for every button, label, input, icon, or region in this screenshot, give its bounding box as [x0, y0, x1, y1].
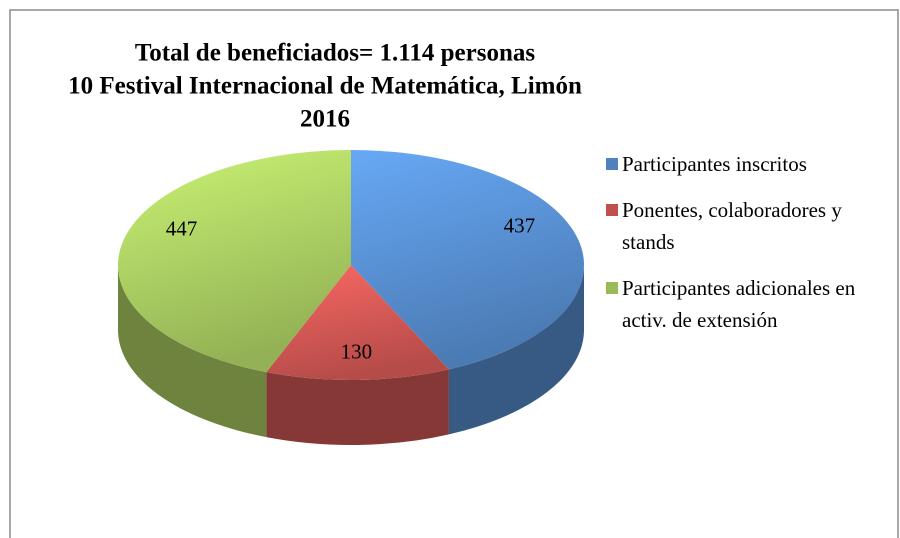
chart-title: 10 Festival Internacional de Matemática,…: [68, 73, 582, 100]
pie: 437 130 447: [118, 149, 584, 445]
slice: [118, 149, 351, 373]
slice: [266, 265, 449, 380]
legend-label: Ponentes, colaboradores y stands: [622, 198, 842, 254]
data-label: 130: [341, 339, 373, 363]
chart-title: 2016: [300, 106, 350, 133]
legend-swatch: [606, 282, 618, 294]
slice-side: [266, 369, 449, 445]
chart-title: Total de beneficiados= 1.114 personas: [135, 40, 535, 67]
legend: Participantes inscritos Ponentes, colabor…: [604, 148, 889, 350]
legend-item: Participantes adicionales en activ. de e…: [604, 272, 889, 336]
legend-swatch: [606, 204, 618, 216]
legend-item: Participantes inscritos: [604, 148, 889, 180]
data-label: 447: [166, 217, 198, 241]
slice-side: [448, 265, 584, 435]
legend-label: Participantes inscritos: [622, 152, 807, 176]
slice-side: [118, 265, 267, 438]
data-label: 437: [504, 214, 536, 238]
slice: [351, 150, 584, 370]
legend-item: Ponentes, colaboradores y stands: [604, 194, 889, 258]
legend-label: Participantes adicionales en activ. de e…: [622, 276, 856, 332]
chart-border: [9, 9, 899, 538]
legend-swatch: [606, 158, 618, 170]
